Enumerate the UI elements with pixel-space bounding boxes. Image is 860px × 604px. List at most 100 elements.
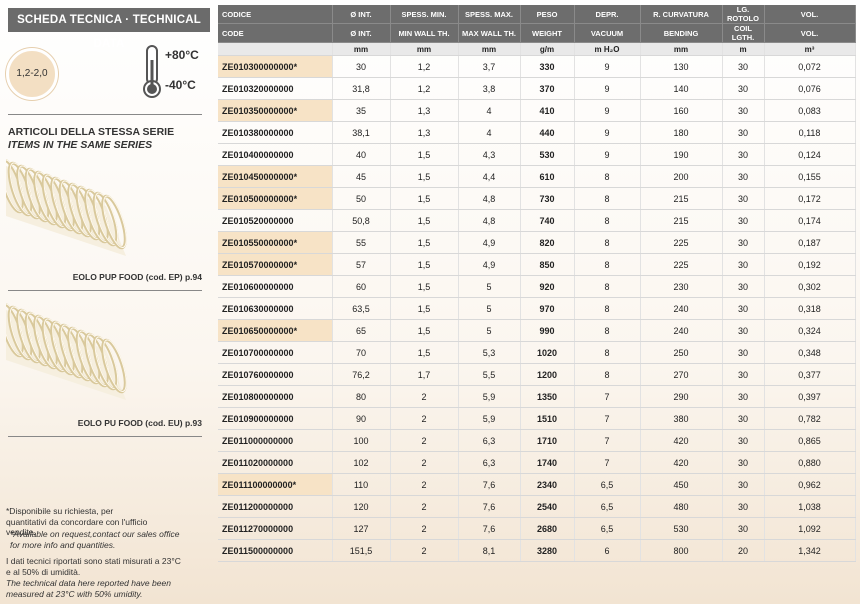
table-cell: 65: [332, 319, 391, 342]
table-cell: 57: [332, 253, 391, 276]
table-cell: 7,6: [458, 517, 521, 540]
table-cell: m H₂O: [574, 42, 641, 56]
table-cell: 1,2: [390, 55, 459, 78]
table-cell: 31,8: [332, 77, 391, 100]
table-cell: 102: [332, 451, 391, 474]
table-cell: 5: [458, 319, 521, 342]
table-row: ZE010400000000 40 1,5 4,3 530 9 190 30 0,124: [218, 143, 856, 166]
table-cell: 7: [574, 451, 641, 474]
divider: [8, 290, 202, 291]
table-cell: 970: [520, 297, 575, 320]
table-row: mm mm mm g/m m H₂O mm m m³: [218, 42, 856, 56]
table-cell: 180: [640, 121, 723, 144]
table-cell: ZE010300000000*: [218, 55, 333, 78]
table-cell: 30: [722, 407, 765, 430]
table-cell: 5: [458, 275, 521, 298]
hose-image: [6, 302, 127, 400]
table-cell: 2540: [520, 495, 575, 518]
table-cell: 1,5: [390, 297, 459, 320]
table-cell: 50: [332, 187, 391, 210]
table-row: ZE010760000000 76,2 1,7 5,5 1200 8 270 30 0,377: [218, 363, 856, 386]
table-cell: 3,8: [458, 77, 521, 100]
table-cell: 2: [390, 407, 459, 430]
table-cell: ZE010320000000: [218, 77, 333, 100]
table-cell: 0,880: [764, 451, 856, 474]
table-cell: 30: [722, 209, 765, 232]
table-cell: 0,124: [764, 143, 856, 166]
table-cell: 1,5: [390, 143, 459, 166]
table-cell: 30: [722, 231, 765, 254]
table-cell: 8,1: [458, 539, 521, 562]
table-cell: 820: [520, 231, 575, 254]
table-cell: SPESS. MIN.: [390, 5, 459, 24]
table-cell: 120: [332, 495, 391, 518]
table-cell: 850: [520, 253, 575, 276]
table-cell: 3280: [520, 539, 575, 562]
table-row: ZE010630000000 63,5 1,5 5 970 8 240 30 0,318: [218, 297, 856, 320]
table-cell: ZE010520000000: [218, 209, 333, 232]
table-row: CODICE Ø INT. SPESS. MIN. SPESS. MAX. PESO DE…: [218, 5, 856, 24]
table-cell: 30: [722, 99, 765, 122]
table-cell: 1,5: [390, 231, 459, 254]
table-cell: 4,3: [458, 143, 521, 166]
table-cell: 270: [640, 363, 723, 386]
table-cell: ZE011200000000: [218, 495, 333, 518]
table-cell: ZE010650000000*: [218, 319, 333, 342]
table-cell: MIN WALL TH.: [390, 23, 459, 43]
table-cell: 8: [574, 187, 641, 210]
table-cell: 30: [722, 319, 765, 342]
table-cell: DEPR.: [574, 5, 641, 24]
note: I dati tecnici riportati sono stati misu…: [6, 556, 181, 577]
table-cell: 290: [640, 385, 723, 408]
table-cell: 0,172: [764, 187, 856, 210]
table-cell: 7,6: [458, 495, 521, 518]
table-cell: 151,5: [332, 539, 391, 562]
table-cell: 6,3: [458, 451, 521, 474]
table-cell: 440: [520, 121, 575, 144]
table-cell: 1,2: [390, 77, 459, 100]
table-cell: 1510: [520, 407, 575, 430]
table-cell: 4,4: [458, 165, 521, 188]
table-cell: 5,3: [458, 341, 521, 364]
table-cell: 20: [722, 539, 765, 562]
table-cell: m: [722, 42, 765, 56]
table-cell: 30: [722, 363, 765, 386]
table-cell: 7: [574, 407, 641, 430]
table-cell: 1,5: [390, 209, 459, 232]
table-cell: 370: [520, 77, 575, 100]
table-cell: 30: [332, 55, 391, 78]
table-cell: WEIGHT: [520, 23, 575, 43]
table-row: CODE Ø INT. MIN WALL TH. MAX WALL TH. WEIGHT…: [218, 23, 856, 43]
table-cell: VACUUM: [574, 23, 641, 43]
table-cell: 0,192: [764, 253, 856, 276]
table-cell: 30: [722, 429, 765, 452]
table-row: ZE010600000000 60 1,5 5 920 8 230 30 0,302: [218, 275, 856, 298]
table-cell: 8: [574, 341, 641, 364]
table-cell: COIL LGTH.: [722, 23, 765, 43]
table-cell: MAX WALL TH.: [458, 23, 521, 43]
table-row: ZE011100000000* 110 2 7,6 2340 6,5 450 30 0,962: [218, 473, 856, 496]
table-cell: ZE011270000000: [218, 517, 333, 540]
table-cell: 63,5: [332, 297, 391, 320]
table-cell: CODICE: [218, 5, 333, 24]
table-cell: 5,5: [458, 363, 521, 386]
table-cell: 225: [640, 253, 723, 276]
table-cell: mm: [390, 42, 459, 56]
table-cell: 8: [574, 209, 641, 232]
table-cell: 130: [640, 55, 723, 78]
table-cell: 2: [390, 495, 459, 518]
table-cell: 90: [332, 407, 391, 430]
table-cell: 4: [458, 99, 521, 122]
table-cell: 420: [640, 429, 723, 452]
table-cell: 4,8: [458, 209, 521, 232]
table-row: ZE010800000000 80 2 5,9 1350 7 290 30 0,397: [218, 385, 856, 408]
table-cell: 1200: [520, 363, 575, 386]
table-cell: ZE010500000000*: [218, 187, 333, 210]
data-table: CODICE Ø INT. SPESS. MIN. SPESS. MAX. PESO DE…: [218, 5, 856, 562]
table-cell: 0,076: [764, 77, 856, 100]
table-cell: R. CURVATURA: [640, 5, 723, 24]
table-cell: 4,8: [458, 187, 521, 210]
table-cell: 30: [722, 165, 765, 188]
table-cell: 8: [574, 363, 641, 386]
table-cell: 80: [332, 385, 391, 408]
